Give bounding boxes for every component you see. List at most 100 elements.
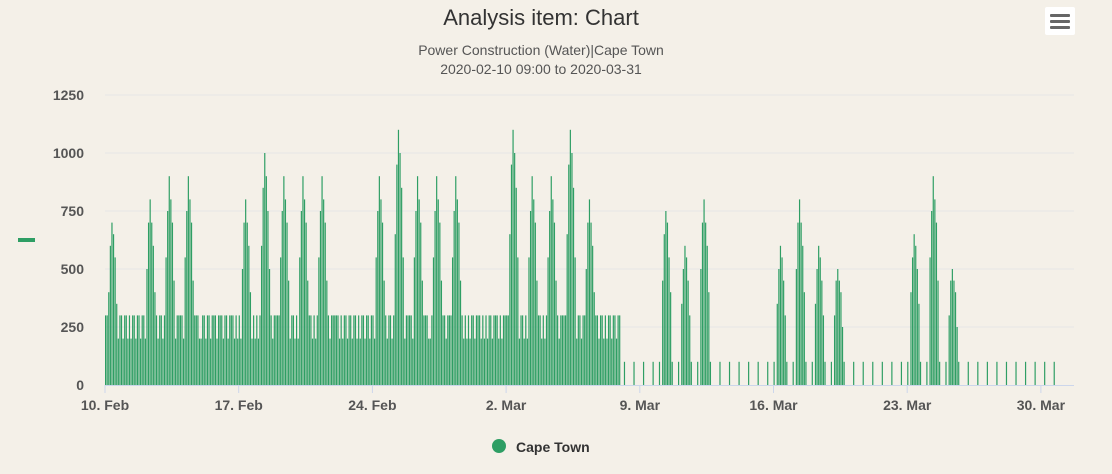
data-bar[interactable] — [456, 199, 458, 385]
data-bar[interactable] — [401, 187, 403, 385]
data-bar[interactable] — [124, 315, 126, 385]
data-bar[interactable] — [837, 269, 839, 385]
data-bar[interactable] — [184, 257, 186, 385]
data-bar[interactable] — [289, 338, 291, 385]
data-bar[interactable] — [919, 361, 922, 385]
data-bar[interactable] — [590, 222, 592, 385]
data-bar[interactable] — [381, 222, 384, 385]
data-bar[interactable] — [494, 315, 497, 385]
data-bar[interactable] — [588, 199, 591, 385]
data-bar[interactable] — [334, 315, 336, 385]
data-bar[interactable] — [800, 222, 802, 385]
data-bar[interactable] — [932, 176, 934, 385]
data-bar[interactable] — [359, 338, 361, 385]
data-bar[interactable] — [144, 338, 146, 385]
data-bar[interactable] — [146, 269, 148, 385]
data-bar[interactable] — [315, 338, 317, 385]
data-bar[interactable] — [967, 361, 969, 385]
data-bar[interactable] — [208, 315, 210, 385]
data-bar[interactable] — [307, 280, 309, 385]
data-bar[interactable] — [127, 338, 129, 385]
data-bar[interactable] — [326, 280, 328, 385]
data-bar[interactable] — [596, 315, 599, 385]
data-bar[interactable] — [444, 315, 446, 385]
data-bar[interactable] — [633, 361, 635, 385]
data-bar[interactable] — [308, 315, 310, 385]
data-bar[interactable] — [474, 338, 476, 385]
data-bar[interactable] — [522, 315, 524, 385]
data-bar[interactable] — [329, 338, 331, 385]
data-bar[interactable] — [464, 315, 466, 385]
data-bar[interactable] — [281, 211, 283, 385]
data-bar[interactable] — [230, 315, 232, 385]
data-bar[interactable] — [701, 222, 704, 385]
data-bar[interactable] — [292, 315, 295, 385]
data-bar[interactable] — [413, 257, 415, 385]
data-bar[interactable] — [171, 222, 174, 385]
data-bar[interactable] — [119, 315, 121, 385]
data-bar[interactable] — [841, 327, 844, 385]
data-bar[interactable] — [469, 338, 471, 385]
data-bar[interactable] — [569, 129, 571, 385]
data-bar[interactable] — [485, 315, 487, 385]
data-bar[interactable] — [288, 280, 290, 385]
data-bar[interactable] — [652, 361, 654, 385]
data-bar[interactable] — [345, 315, 347, 385]
data-bar[interactable] — [466, 338, 468, 385]
data-bar[interactable] — [136, 315, 139, 385]
data-bar[interactable] — [708, 292, 710, 385]
data-bar[interactable] — [549, 211, 551, 385]
data-bar[interactable] — [685, 257, 688, 385]
data-bar[interactable] — [182, 338, 185, 385]
data-bar[interactable] — [167, 211, 169, 385]
data-bar[interactable] — [819, 257, 821, 385]
data-bar[interactable] — [224, 315, 226, 385]
data-bar[interactable] — [607, 315, 610, 385]
data-bar[interactable] — [268, 269, 271, 385]
data-bar[interactable] — [595, 315, 597, 385]
data-bar[interactable] — [152, 245, 154, 385]
data-bar[interactable] — [531, 176, 533, 385]
data-bar[interactable] — [354, 315, 357, 385]
data-bar[interactable] — [178, 315, 180, 385]
data-bar[interactable] — [835, 280, 837, 385]
data-bar[interactable] — [351, 338, 353, 385]
data-bar[interactable] — [350, 315, 352, 385]
data-bar[interactable] — [346, 338, 349, 385]
legend[interactable]: Cape Town — [492, 439, 590, 455]
data-bar[interactable] — [232, 315, 234, 385]
data-bar[interactable] — [471, 315, 473, 385]
data-bar[interactable] — [214, 315, 217, 385]
data-bar[interactable] — [197, 315, 199, 385]
data-bar[interactable] — [305, 222, 307, 385]
data-bar[interactable] — [264, 153, 266, 385]
data-bar[interactable] — [515, 187, 517, 385]
data-bar[interactable] — [170, 199, 172, 385]
data-bar[interactable] — [303, 199, 306, 385]
data-bar[interactable] — [143, 315, 145, 385]
data-bar[interactable] — [366, 315, 368, 385]
data-bar[interactable] — [300, 211, 302, 385]
data-bar[interactable] — [872, 361, 874, 385]
data-bar[interactable] — [402, 257, 404, 385]
data-bar[interactable] — [604, 315, 606, 385]
data-bar[interactable] — [916, 269, 918, 385]
data-bar[interactable] — [529, 211, 532, 385]
data-bar[interactable] — [240, 338, 242, 385]
data-bar[interactable] — [951, 269, 953, 385]
data-bar[interactable] — [195, 315, 197, 385]
data-bar[interactable] — [833, 315, 836, 385]
data-bar[interactable] — [706, 245, 708, 385]
data-bar[interactable] — [585, 269, 587, 385]
data-bar[interactable] — [472, 315, 474, 385]
data-bar[interactable] — [550, 176, 552, 385]
data-bar[interactable] — [186, 211, 188, 385]
data-bar[interactable] — [480, 338, 482, 385]
data-bar[interactable] — [798, 199, 801, 385]
data-bar[interactable] — [311, 338, 314, 385]
data-bar[interactable] — [396, 164, 398, 385]
data-bar[interactable] — [498, 338, 500, 385]
data-bar[interactable] — [375, 257, 377, 385]
data-bar[interactable] — [935, 222, 938, 385]
data-bar[interactable] — [253, 315, 255, 385]
